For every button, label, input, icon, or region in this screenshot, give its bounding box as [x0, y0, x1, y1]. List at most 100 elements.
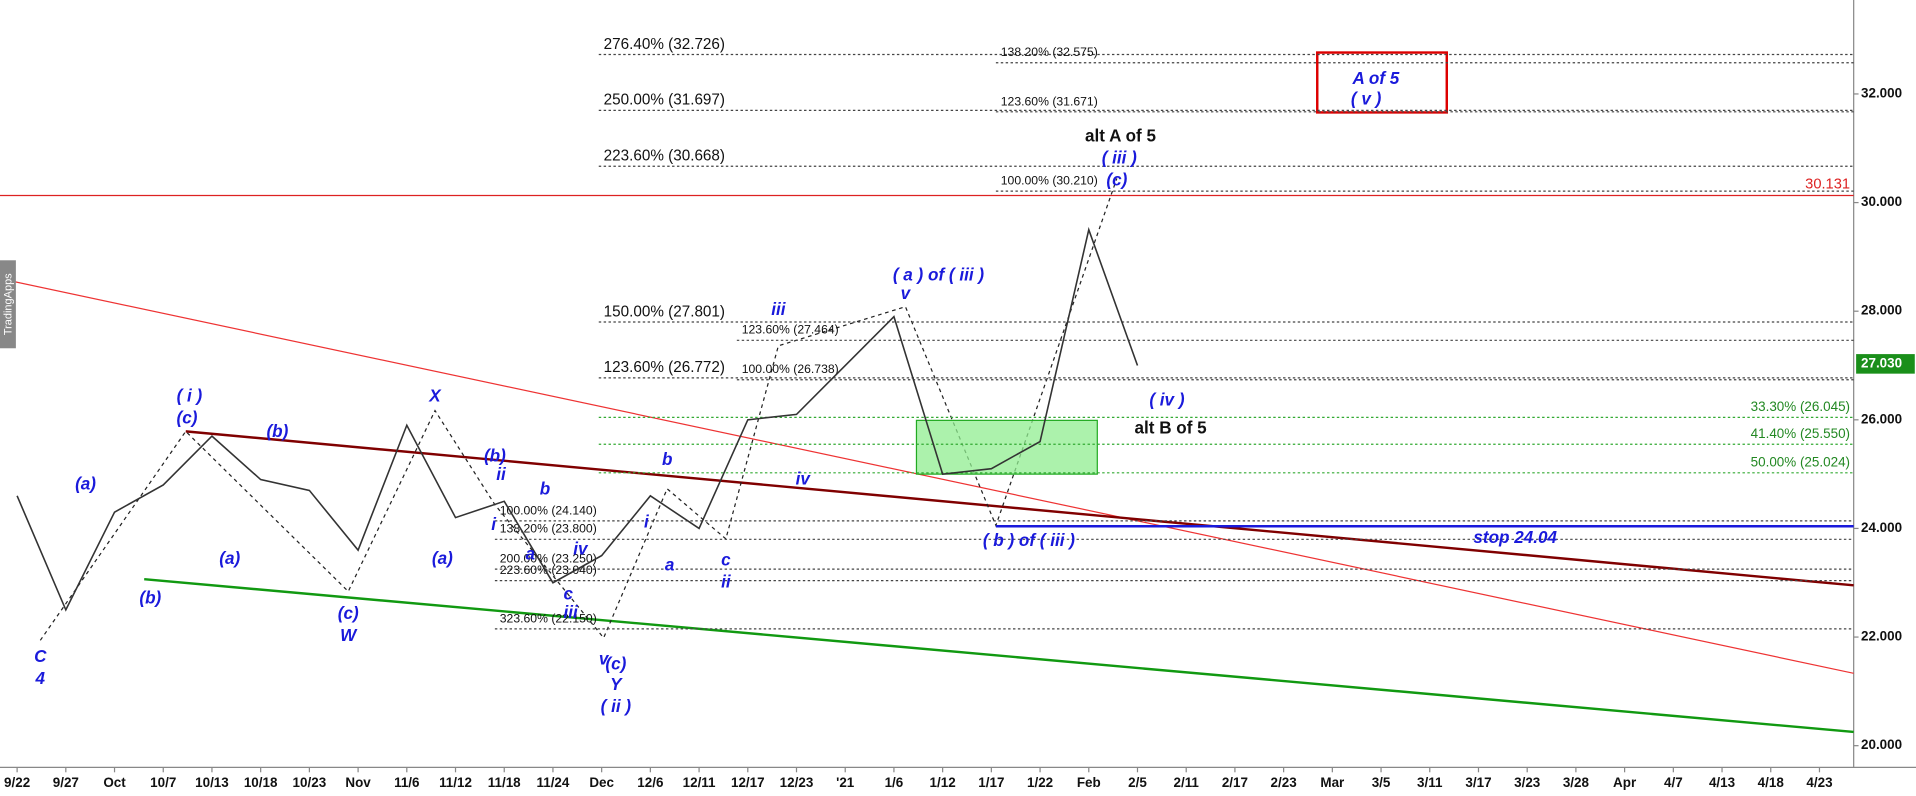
wave-label: (c) — [605, 654, 626, 673]
wave-label: ii — [496, 465, 507, 484]
wave-label: (c) — [1106, 170, 1127, 189]
wave-label: c — [563, 585, 573, 604]
x-tick-label: Apr — [1613, 775, 1637, 790]
y-tick-label: 22.000 — [1861, 629, 1902, 644]
x-tick-label: 12/23 — [780, 775, 814, 790]
retracement-label: 50.00% (25.024) — [1751, 455, 1850, 470]
y-tick-label: 32.000 — [1861, 86, 1902, 101]
fib-label: 100.00% (26.738) — [742, 362, 839, 376]
wave-label: X — [428, 387, 442, 406]
wave-label: W — [340, 626, 358, 645]
wave-label: (a) — [219, 549, 240, 568]
fib-label: 150.00% (27.801) — [604, 303, 725, 320]
x-tick-label: 4/23 — [1806, 775, 1832, 790]
x-tick-label: 3/11 — [1417, 775, 1443, 790]
wave-label: ( iv ) — [1149, 390, 1184, 409]
wave-label: (c) — [338, 604, 359, 623]
last-price-box — [1856, 354, 1915, 374]
wave-label: 4 — [35, 669, 46, 688]
resistance-label: 30.131 — [1805, 176, 1850, 192]
fib-label: 100.00% (30.210) — [1001, 174, 1098, 188]
x-tick-label: 2/23 — [1271, 775, 1297, 790]
wave-label: (a) — [432, 549, 453, 568]
range-box — [915, 419, 1098, 475]
trend-line — [0, 278, 1854, 674]
fib-label: 276.40% (32.726) — [604, 36, 725, 53]
fib-label: 223.60% (23.040) — [500, 563, 597, 577]
fib-label: 250.00% (31.697) — [604, 92, 725, 109]
x-tick-label: 1/6 — [885, 775, 904, 790]
fib-label: 223.60% (30.668) — [604, 148, 725, 165]
x-tick-label: 10/23 — [293, 775, 327, 790]
alt-label: alt B of 5 — [1135, 418, 1208, 437]
y-tick-label: 30.000 — [1861, 194, 1902, 209]
wave-label: (b) — [266, 422, 288, 441]
x-tick-label: Dec — [589, 775, 614, 790]
x-tick-label: 4/18 — [1758, 775, 1785, 790]
watermark-box — [0, 260, 16, 349]
wave-label: ii — [721, 572, 732, 591]
wave-label: iii — [564, 603, 579, 622]
watermark: TradingApps — [2, 273, 14, 335]
wave-label: (c) — [177, 409, 198, 428]
wave-label: a — [526, 544, 536, 563]
price-line — [16, 226, 1139, 612]
wave-label: C — [34, 647, 47, 666]
x-tick-label: 11/24 — [536, 775, 569, 790]
fib-label: 323.60% (22.150) — [500, 611, 597, 625]
trend-line — [185, 430, 1854, 587]
wave-label: ( iii ) — [1102, 148, 1137, 167]
x-tick-label: 3/28 — [1563, 775, 1590, 790]
y-tick-label: 26.000 — [1861, 411, 1902, 426]
wave-label: a — [665, 555, 675, 574]
x-tick-label: 3/17 — [1465, 775, 1491, 790]
layer: 20.000 22.000 24.000 26.000 28.000 30.000 32.0… — [0, 36, 1915, 790]
x-tick-label: 10/7 — [150, 775, 176, 790]
x-tick-label: 12/11 — [683, 775, 716, 790]
x-tick-label: 12/17 — [731, 775, 765, 790]
retracement-label: 33.30% (26.045) — [1751, 399, 1850, 414]
x-tick-label: '21 — [836, 775, 855, 790]
last-price-label: 27.030 — [1861, 355, 1902, 370]
x-tick-label: 11/6 — [394, 775, 419, 790]
wave-label: (b) — [139, 588, 161, 607]
x-tick-label: 10/13 — [195, 775, 229, 790]
wave-label: iii — [771, 300, 786, 319]
fib-label: 100.00% (24.140) — [500, 503, 597, 517]
fib-label: 200.00% (23.250) — [500, 552, 597, 566]
wave-label: ( ii ) — [601, 697, 632, 716]
x-tick-label: 11/18 — [488, 775, 521, 790]
x-tick-label: 11/12 — [439, 775, 472, 790]
x-tick-label: 1/22 — [1027, 775, 1053, 790]
y-tick-label: 24.000 — [1861, 520, 1902, 535]
x-tick-label: 12/6 — [637, 775, 663, 790]
fib-label: 123.60% (26.772) — [604, 359, 725, 376]
x-tick-label: 4/13 — [1709, 775, 1735, 790]
wave-label: ( b ) of ( iii ) — [983, 531, 1075, 550]
fib-label: 138.20% (32.575) — [1001, 45, 1098, 59]
x-tick-label: Feb — [1077, 775, 1101, 790]
wave-label: iv — [796, 470, 812, 489]
wave-label: Y — [610, 675, 623, 694]
x-tick-label: 2/5 — [1128, 775, 1147, 790]
fib-label: 138.20% (23.800) — [500, 522, 597, 536]
y-tick-label: 28.000 — [1861, 303, 1902, 318]
wave-label: ( a ) of ( iii ) — [893, 266, 984, 285]
trend-line — [144, 578, 1854, 734]
wave-label: i — [644, 513, 650, 532]
x-tick-label: Oct — [103, 775, 126, 790]
x-tick-label: 10/18 — [244, 775, 278, 790]
x-tick-label: 2/17 — [1222, 775, 1248, 790]
y-tick-label: 20.000 — [1861, 737, 1902, 752]
stop-label: stop 24.04 — [1473, 528, 1557, 547]
alt-label: alt A of 5 — [1085, 126, 1156, 145]
wave-label: ( v ) — [1351, 90, 1382, 109]
x-tick-label: 1/12 — [930, 775, 956, 790]
retracement-label: 41.40% (25.550) — [1751, 426, 1850, 441]
wave-label: iv — [573, 539, 589, 558]
wave-label: b — [662, 450, 672, 469]
wave-label: i — [491, 515, 497, 534]
wave-label: (a) — [75, 475, 96, 494]
x-tick-label: 2/11 — [1173, 775, 1199, 790]
